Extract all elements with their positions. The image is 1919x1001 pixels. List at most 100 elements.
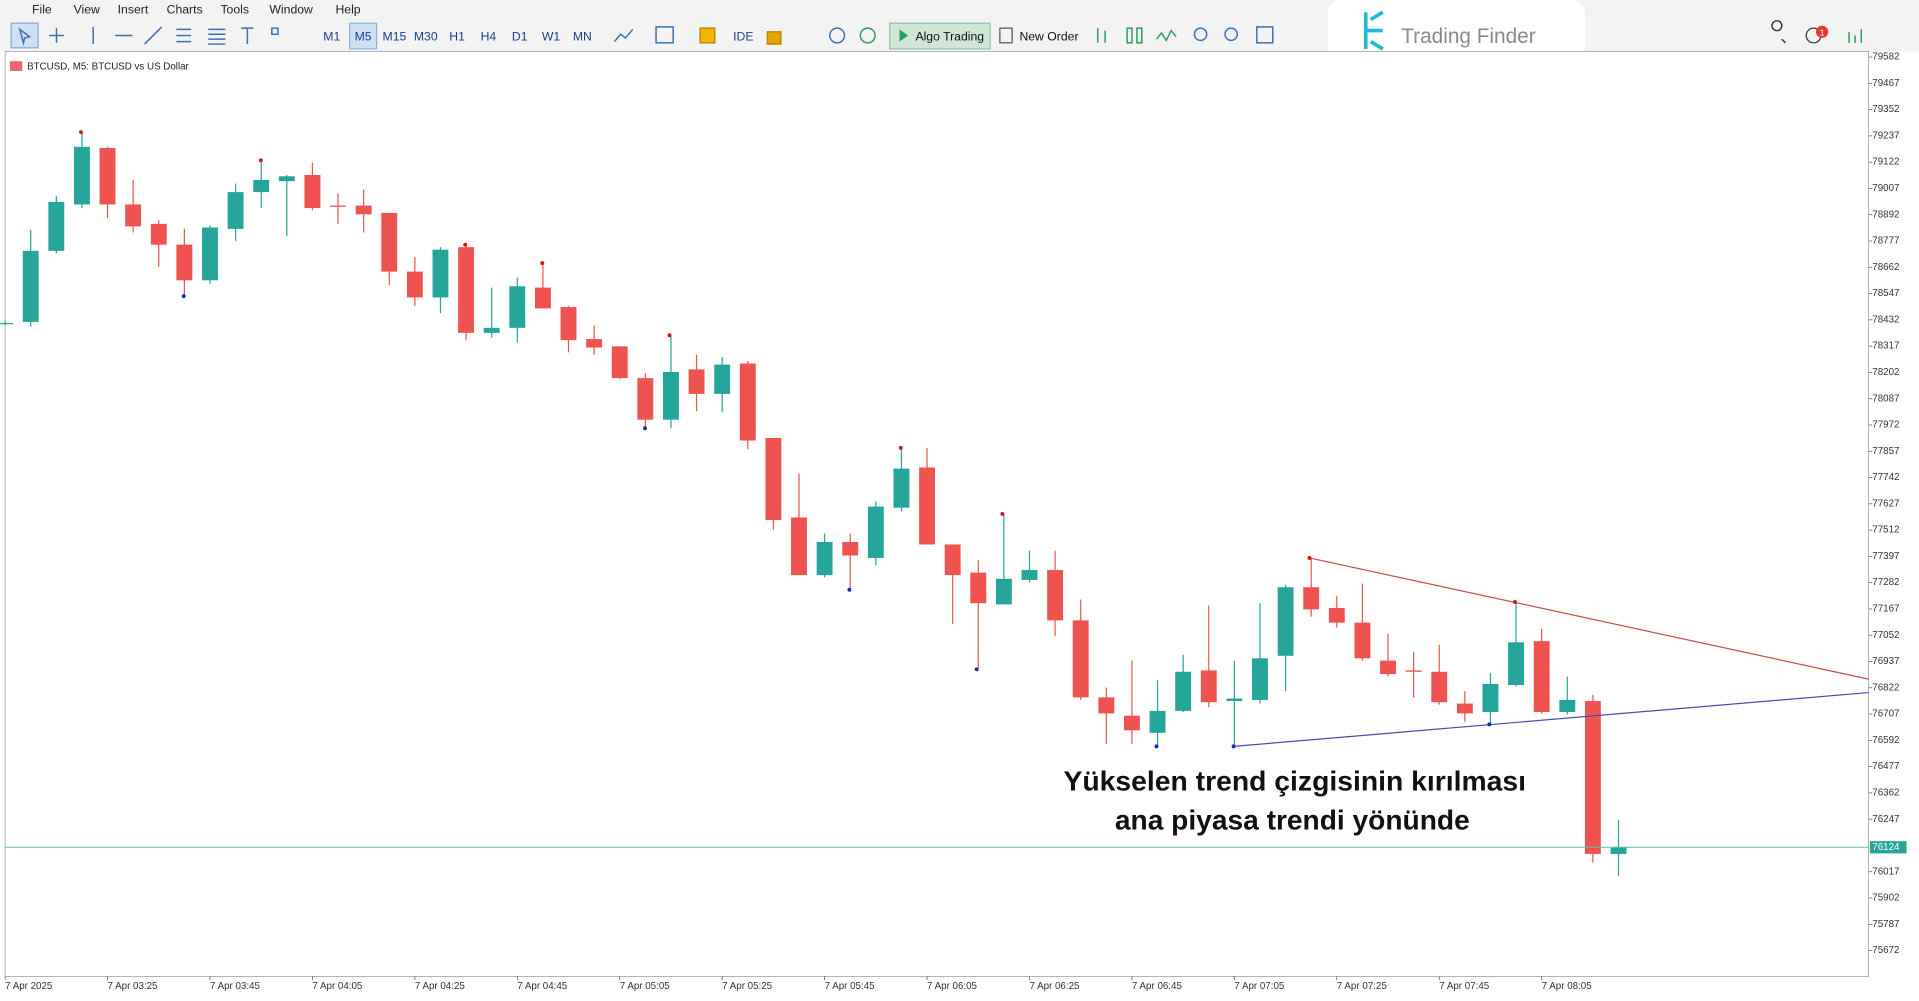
- candle-body: [99, 147, 116, 205]
- new-order-icon: [999, 27, 1013, 44]
- candle-body: [1098, 697, 1115, 714]
- candle-body: [176, 244, 193, 281]
- text-icon[interactable]: [241, 27, 254, 45]
- y-tick-label: 75672: [1872, 945, 1899, 956]
- candle-body: [1456, 703, 1473, 714]
- candle-body: [406, 271, 423, 298]
- candle-body: [637, 378, 654, 420]
- rising-trendline: [1233, 691, 1869, 747]
- zoom-in-icon[interactable]: [1193, 27, 1208, 42]
- y-tick-label: 78892: [1872, 209, 1899, 220]
- candle-body: [1123, 715, 1140, 731]
- candles-icon[interactable]: [1126, 27, 1133, 44]
- timeframe-button[interactable]: M15: [383, 29, 407, 43]
- y-tick-label: 79007: [1872, 183, 1899, 194]
- crosshair-icon[interactable]: [49, 28, 64, 43]
- candle-body: [1277, 587, 1294, 656]
- timeframe-button[interactable]: W1: [542, 29, 561, 43]
- candle-body: [1252, 658, 1268, 700]
- y-tick-label: 76017: [1872, 866, 1899, 877]
- cloud-icon[interactable]: [829, 27, 846, 44]
- candle-body: [1559, 699, 1576, 713]
- bars-icon[interactable]: [1097, 28, 1106, 43]
- timeframe-button[interactable]: H4: [481, 29, 497, 43]
- timeframe-button[interactable]: H1: [449, 29, 465, 43]
- menu-item[interactable]: View: [74, 2, 100, 16]
- timeframe-active: [349, 22, 378, 50]
- up-fractals: [79, 130, 1517, 604]
- cursor-button[interactable]: [10, 22, 39, 49]
- candle-body: [1431, 671, 1448, 703]
- candle-body: [1021, 570, 1038, 580]
- tile-icon[interactable]: [1256, 26, 1274, 44]
- x-tick-label: 7 Apr 03:25: [108, 981, 159, 992]
- zoom-out-icon[interactable]: [1224, 27, 1238, 42]
- channel-icon[interactable]: [176, 28, 192, 43]
- timeframe-button[interactable]: M30: [414, 29, 438, 43]
- menu-item[interactable]: Help: [335, 2, 360, 16]
- candle-body: [1175, 671, 1192, 711]
- logo-text: Trading Finder: [1401, 25, 1536, 48]
- new-order-label[interactable]: New Order: [1019, 29, 1078, 43]
- trendline-icon[interactable]: [144, 26, 163, 45]
- candles-icon[interactable]: [1136, 27, 1143, 44]
- candle-body: [893, 468, 910, 508]
- y-tick-label: 78432: [1872, 314, 1899, 325]
- candle-body: [970, 572, 987, 604]
- y-tick-label: 75902: [1872, 893, 1899, 904]
- y-tick-label: 77857: [1872, 446, 1899, 457]
- y-tick-label: 78662: [1872, 262, 1899, 273]
- algo-trading-label: Algo Trading: [915, 29, 984, 43]
- x-tick-label: 7 Apr 07:05: [1234, 981, 1285, 992]
- vps-icon[interactable]: [859, 27, 876, 44]
- toolbar-icons: [10, 20, 1863, 49]
- shapes-icon[interactable]: [271, 27, 279, 35]
- y-tick-label: 78317: [1872, 341, 1899, 352]
- y-tick-label: 78202: [1872, 367, 1899, 378]
- candle-body: [1610, 847, 1627, 854]
- line-chart-icon[interactable]: [1155, 29, 1177, 42]
- falling-trendline: [1309, 557, 1869, 680]
- logo-box: [1327, 0, 1585, 65]
- timeframe-button[interactable]: D1: [512, 29, 528, 43]
- candle-body: [586, 339, 603, 348]
- y-tick-label: 75787: [1872, 919, 1899, 930]
- symbol-icon: [9, 61, 23, 71]
- money-icon[interactable]: [699, 27, 716, 44]
- signal-icon[interactable]: [1848, 29, 1863, 43]
- ide-label[interactable]: IDE: [733, 29, 753, 43]
- candle-body: [560, 307, 577, 341]
- candle-body: [432, 249, 449, 298]
- menu-item[interactable]: File: [32, 2, 52, 16]
- y-tick-label: 77052: [1872, 630, 1899, 641]
- candle-body: [944, 544, 961, 576]
- menu-item[interactable]: Charts: [167, 2, 203, 16]
- current-price-label: 76124: [1872, 842, 1900, 853]
- timeframe-button[interactable]: M5: [355, 29, 372, 43]
- x-tick-label: 7 Apr 04:45: [517, 981, 568, 992]
- fibo-icon[interactable]: [208, 28, 226, 45]
- market-icon[interactable]: [766, 31, 782, 45]
- candle-body: [534, 287, 551, 309]
- candle-body: [483, 327, 500, 333]
- menu-item[interactable]: Window: [269, 2, 313, 16]
- candle-body: [73, 146, 90, 205]
- menu-bar: File View Insert Charts Tools Window Help: [32, 2, 361, 16]
- candle-body: [739, 363, 756, 441]
- timeframe-button[interactable]: MN: [573, 29, 592, 43]
- menu-item[interactable]: Tools: [220, 2, 249, 16]
- chart-type-icon[interactable]: [613, 28, 634, 43]
- timeframe-button[interactable]: M1: [323, 29, 340, 43]
- x-tick-label: 7 Apr 07:25: [1337, 981, 1388, 992]
- menu-item[interactable]: Insert: [118, 2, 149, 16]
- candle-body: [1072, 620, 1089, 698]
- y-tick-label: 79352: [1872, 104, 1899, 115]
- candle-body: [1533, 641, 1550, 713]
- candle-body: [1200, 670, 1217, 703]
- candle-body: [1328, 608, 1345, 623]
- candle-body: [842, 541, 859, 556]
- y-tick-label: 79582: [1872, 52, 1899, 63]
- indicator-icon[interactable]: [655, 26, 674, 44]
- search-icon[interactable]: [1771, 20, 1786, 44]
